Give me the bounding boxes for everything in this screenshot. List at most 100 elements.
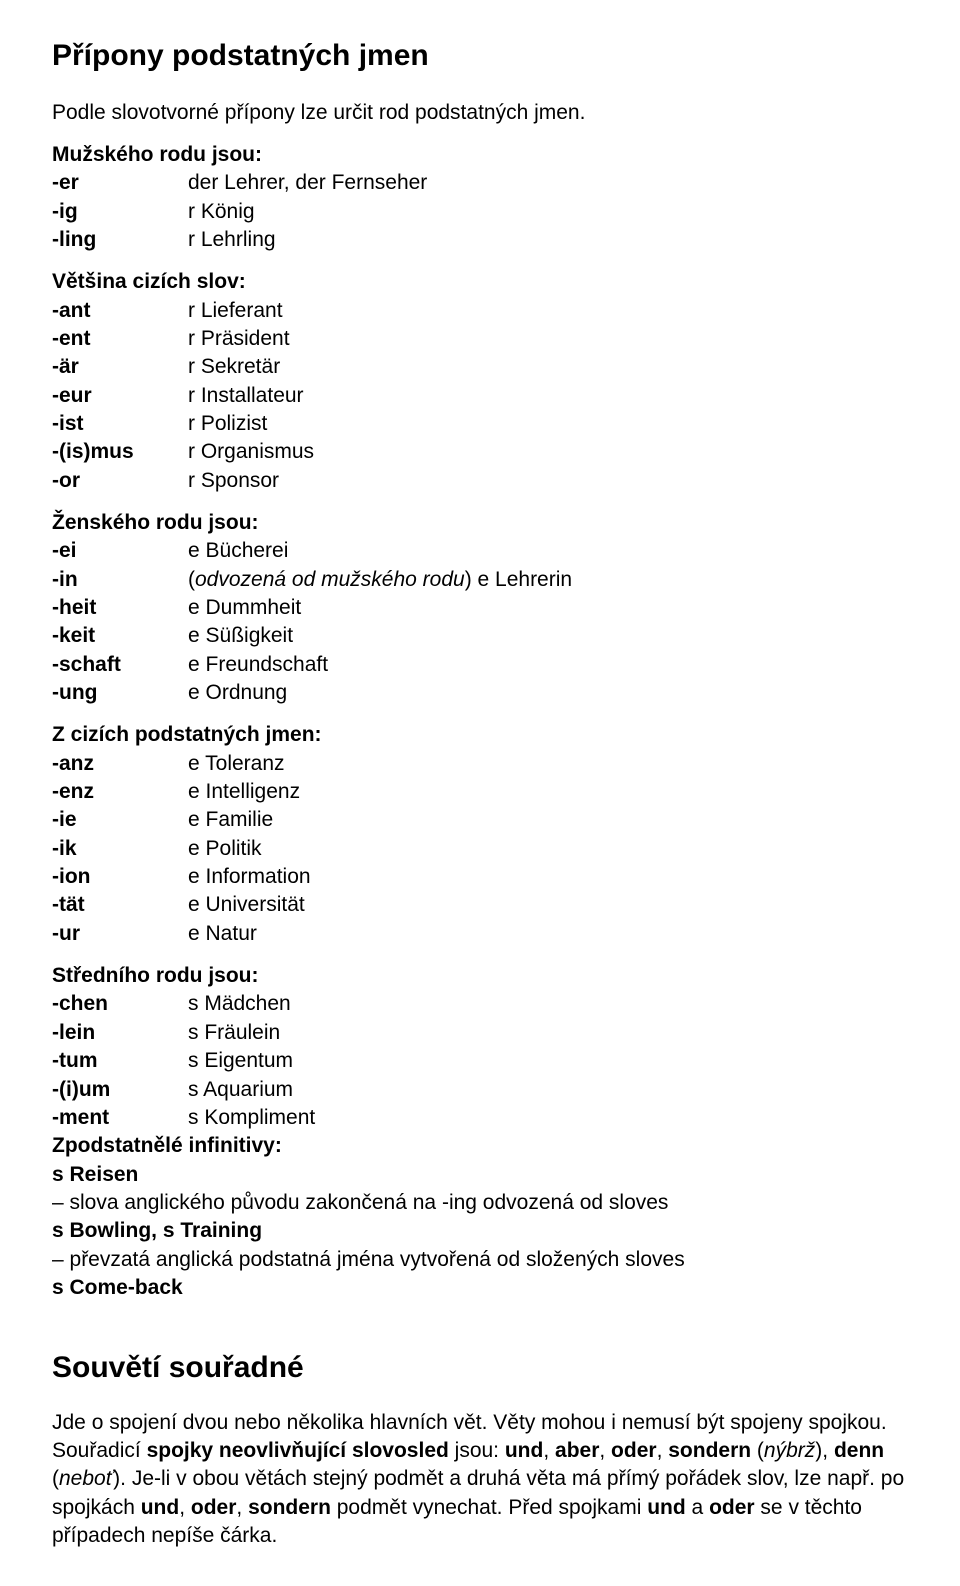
suffix-row: -eie Bücherei — [52, 537, 908, 565]
suffix-key: -ur — [52, 920, 188, 948]
suffix-key: -heit — [52, 594, 188, 622]
suffix-row: -tums Eigentum — [52, 1047, 908, 1075]
suffix-key: -ig — [52, 198, 188, 226]
group-heading: Mužského rodu jsou: — [52, 141, 908, 169]
page-title: Přípony podstatných jmen — [52, 36, 908, 77]
suffix-key: -schaft — [52, 651, 188, 679]
suffix-key: -ion — [52, 863, 188, 891]
suffix-row: -anze Toleranz — [52, 750, 908, 778]
suffix-example: e Natur — [188, 920, 908, 948]
suffix-groups: Mužského rodu jsou:-erder Lehrer, der Fe… — [52, 141, 908, 1132]
suffix-row: -in(odvozená od mužského rodu) e Lehreri… — [52, 566, 908, 594]
suffix-key: -er — [52, 169, 188, 197]
suffix-key: -lein — [52, 1019, 188, 1047]
suffix-example: e Süßigkeit — [188, 622, 908, 650]
suffix-row: -erder Lehrer, der Fernseher — [52, 169, 908, 197]
suffix-key: -tät — [52, 891, 188, 919]
suffix-example: (odvozená od mužského rodu) e Lehrerin — [188, 566, 908, 594]
suffix-row: -heite Dummheit — [52, 594, 908, 622]
suffix-example: e Toleranz — [188, 750, 908, 778]
group-heading: Z cizích podstatných jmen: — [52, 721, 908, 749]
suffix-example: s Mädchen — [188, 990, 908, 1018]
suffix-example: e Ordnung — [188, 679, 908, 707]
suffix-example: e Dummheit — [188, 594, 908, 622]
suffix-key: -ent — [52, 325, 188, 353]
suffix-key: -ist — [52, 410, 188, 438]
zpodstatnele-line: – převzatá anglická podstatná jména vytv… — [52, 1246, 908, 1274]
souveti-title: Souvětí souřadné — [52, 1348, 908, 1389]
suffix-key: -ie — [52, 806, 188, 834]
zpodstatnele-heading: Zpodstatnělé infinitivy: — [52, 1132, 908, 1160]
suffix-row: -istr Polizist — [52, 410, 908, 438]
suffix-row: -iee Familie — [52, 806, 908, 834]
suffix-key: -är — [52, 353, 188, 381]
suffix-example: s Fräulein — [188, 1019, 908, 1047]
suffix-row: -chens Mädchen — [52, 990, 908, 1018]
suffix-example: r Sponsor — [188, 467, 908, 495]
suffix-row: -unge Ordnung — [52, 679, 908, 707]
group-heading: Většina cizích slov: — [52, 268, 908, 296]
suffix-row: -ments Kompliment — [52, 1104, 908, 1132]
suffix-key: -(i)um — [52, 1076, 188, 1104]
suffix-example: e Intelligenz — [188, 778, 908, 806]
souveti-paragraph: Jde o spojení dvou nebo několika hlavníc… — [52, 1409, 908, 1551]
suffix-row: -entr Präsident — [52, 325, 908, 353]
suffix-example: r Sekretär — [188, 353, 908, 381]
zpodstatnele-block: Zpodstatnělé infinitivy: s Reisen– slova… — [52, 1132, 908, 1302]
suffix-key: -ik — [52, 835, 188, 863]
suffix-key: -chen — [52, 990, 188, 1018]
suffix-example: s Kompliment — [188, 1104, 908, 1132]
suffix-key: -anz — [52, 750, 188, 778]
group-heading: Ženského rodu jsou: — [52, 509, 908, 537]
suffix-key: -enz — [52, 778, 188, 806]
suffix-example: s Aquarium — [188, 1076, 908, 1104]
suffix-row: -igr König — [52, 198, 908, 226]
suffix-key: -ant — [52, 297, 188, 325]
suffix-key: -(is)mus — [52, 438, 188, 466]
suffix-key: -ment — [52, 1104, 188, 1132]
suffix-example: r Lieferant — [188, 297, 908, 325]
suffix-row: -ure Natur — [52, 920, 908, 948]
suffix-row: -leins Fräulein — [52, 1019, 908, 1047]
zpodstatnele-line: s Come-back — [52, 1274, 908, 1302]
suffix-example: e Universität — [188, 891, 908, 919]
suffix-key: -tum — [52, 1047, 188, 1075]
suffix-example: e Familie — [188, 806, 908, 834]
suffix-example: e Bücherei — [188, 537, 908, 565]
suffix-row: -(is)musr Organismus — [52, 438, 908, 466]
suffix-example: r Organismus — [188, 438, 908, 466]
suffix-row: -keite Süßigkeit — [52, 622, 908, 650]
suffix-row: -enze Intelligenz — [52, 778, 908, 806]
suffix-example: r Lehrling — [188, 226, 908, 254]
suffix-row: -(i)ums Aquarium — [52, 1076, 908, 1104]
suffix-row: -täte Universität — [52, 891, 908, 919]
suffix-example: e Politik — [188, 835, 908, 863]
suffix-example: der Lehrer, der Fernseher — [188, 169, 908, 197]
suffix-key: -keit — [52, 622, 188, 650]
suffix-key: -eur — [52, 382, 188, 410]
suffix-key: -ei — [52, 537, 188, 565]
suffix-example: e Information — [188, 863, 908, 891]
suffix-row: -orr Sponsor — [52, 467, 908, 495]
zpodstatnele-line: s Reisen — [52, 1161, 908, 1189]
zpodstatnele-line: – slova anglického původu zakončená na -… — [52, 1189, 908, 1217]
suffix-key: -in — [52, 566, 188, 594]
suffix-row: -ike Politik — [52, 835, 908, 863]
intro-text: Podle slovotvorné přípony lze určit rod … — [52, 99, 908, 127]
suffix-example: r Polizist — [188, 410, 908, 438]
suffix-example: r König — [188, 198, 908, 226]
suffix-row: -ione Information — [52, 863, 908, 891]
suffix-key: -or — [52, 467, 188, 495]
suffix-example: e Freundschaft — [188, 651, 908, 679]
suffix-row: -schafte Freundschaft — [52, 651, 908, 679]
suffix-row: -ärr Sekretär — [52, 353, 908, 381]
souveti-text: Jde o spojení dvou nebo několika hlavníc… — [52, 1409, 908, 1551]
suffix-key: -ling — [52, 226, 188, 254]
suffix-example: s Eigentum — [188, 1047, 908, 1075]
suffix-example: r Installateur — [188, 382, 908, 410]
suffix-key: -ung — [52, 679, 188, 707]
suffix-row: -eurr Installateur — [52, 382, 908, 410]
group-heading: Středního rodu jsou: — [52, 962, 908, 990]
zpodstatnele-line: s Bowling, s Training — [52, 1217, 908, 1245]
suffix-row: -antr Lieferant — [52, 297, 908, 325]
